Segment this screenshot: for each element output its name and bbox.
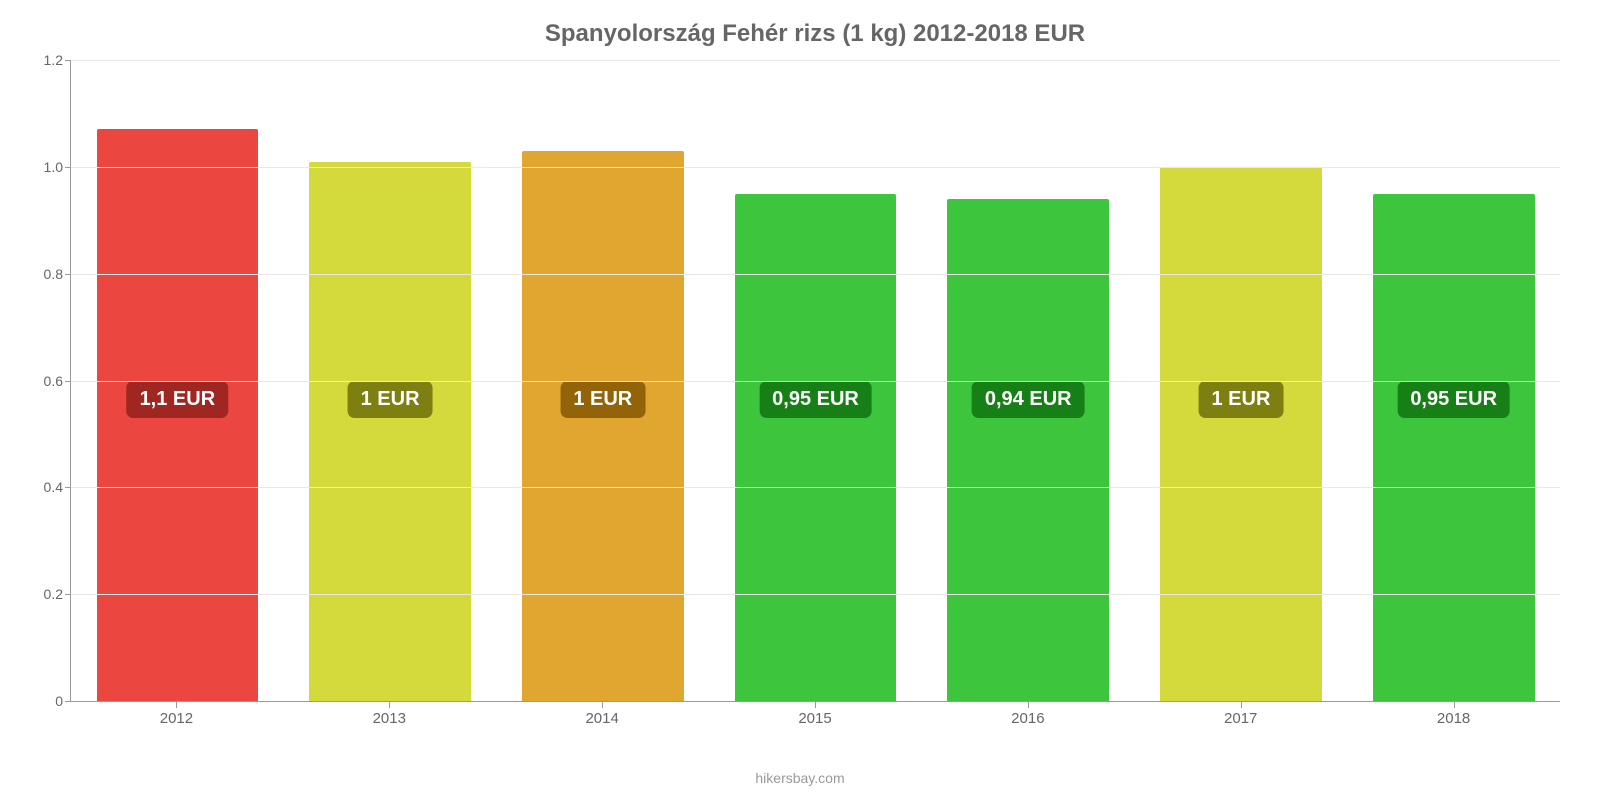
bar-value-label: 1 EUR — [1199, 381, 1284, 418]
gridline — [71, 487, 1560, 488]
plot-wrap: 1,1 EUR 1 EUR 1 EUR 0,95 EUR 0,94 EUR 1 EUR 0,… — [70, 60, 1560, 730]
y-tick-label: 0.2 — [44, 586, 63, 602]
y-tick-label: 0 — [55, 693, 63, 709]
bar: 0,95 EUR — [735, 194, 897, 701]
y-tick-label: 0.6 — [44, 373, 63, 389]
bar: 1 EUR — [309, 162, 471, 702]
gridline — [71, 60, 1560, 61]
y-tick-mark — [65, 167, 71, 168]
bar-value-label: 1 EUR — [348, 381, 433, 418]
attribution-text: hikersbay.com — [755, 770, 844, 786]
y-tick-label: 0.8 — [44, 266, 63, 282]
y-tick-label: 1.2 — [44, 52, 63, 68]
plot-area: 1,1 EUR 1 EUR 1 EUR 0,95 EUR 0,94 EUR 1 EUR 0,… — [70, 60, 1560, 702]
bar: 0,95 EUR — [1373, 194, 1535, 701]
y-tick-mark — [65, 487, 71, 488]
x-tick-label: 2016 — [921, 702, 1134, 730]
bar: 1,1 EUR — [97, 129, 259, 701]
gridline — [71, 594, 1560, 595]
chart-container: Spanyolország Fehér rizs (1 kg) 2012-201… — [0, 0, 1600, 800]
bar-value-label: 0,95 EUR — [759, 381, 872, 418]
y-tick-mark — [65, 381, 71, 382]
x-axis: 2012201320142015201620172018 — [70, 702, 1560, 730]
y-tick-mark — [65, 60, 71, 61]
x-tick-label: 2012 — [70, 702, 283, 730]
y-tick-mark — [65, 594, 71, 595]
bar-value-label: 1 EUR — [560, 381, 645, 418]
bar: 1 EUR — [522, 151, 684, 701]
bar-value-label: 0,94 EUR — [972, 381, 1085, 418]
gridline — [71, 167, 1560, 168]
bar-value-label: 1,1 EUR — [127, 381, 229, 418]
bar-value-label: 0,95 EUR — [1397, 381, 1510, 418]
x-tick-label: 2014 — [496, 702, 709, 730]
x-tick-label: 2017 — [1134, 702, 1347, 730]
y-tick-label: 0.4 — [44, 479, 63, 495]
y-tick-label: 1.0 — [44, 159, 63, 175]
bar: 1 EUR — [1160, 167, 1322, 701]
chart-title: Spanyolország Fehér rizs (1 kg) 2012-201… — [70, 20, 1560, 48]
gridline — [71, 274, 1560, 275]
gridline — [71, 381, 1560, 382]
y-tick-mark — [65, 274, 71, 275]
x-tick-label: 2015 — [709, 702, 922, 730]
x-tick-label: 2018 — [1347, 702, 1560, 730]
x-tick-label: 2013 — [283, 702, 496, 730]
